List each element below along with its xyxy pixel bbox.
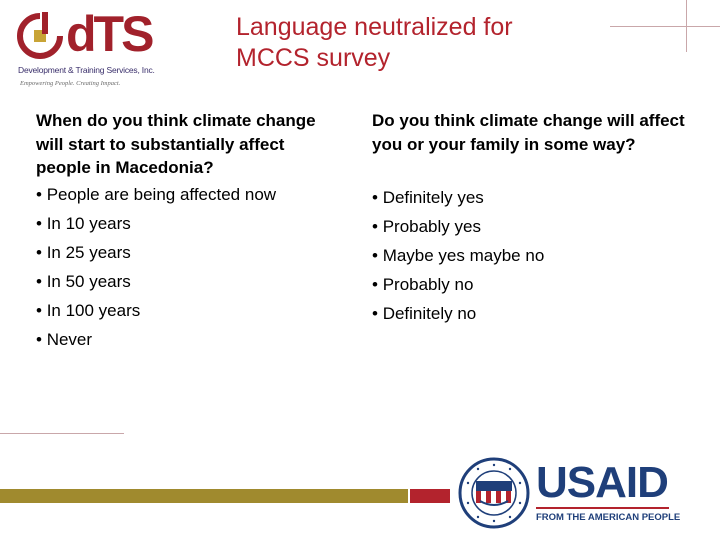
footer-bar-olive (0, 489, 408, 503)
left-option: In 10 years (36, 209, 336, 238)
right-option: Maybe yes maybe no (372, 241, 702, 270)
right-option: Definitely no (372, 299, 702, 328)
decorative-line-top (610, 26, 720, 27)
usaid-red-rule (536, 507, 669, 509)
usaid-seal-icon (458, 457, 530, 529)
slide-title-line1: Language neutralized for (236, 13, 513, 41)
right-option: Definitely yes (372, 183, 702, 212)
dts-logo-tagline: Empowering People. Creating Impact. (20, 80, 121, 87)
right-option: Probably yes (372, 212, 702, 241)
right-question-block: Do you think climate change will affect … (372, 109, 702, 328)
dts-logo-subtitle: Development & Training Services, Inc. (18, 65, 155, 75)
left-option: Never (36, 325, 336, 354)
left-option: In 25 years (36, 238, 336, 267)
left-option: People are being affected now (36, 180, 336, 209)
decorative-line-left (0, 433, 124, 434)
usaid-tagline: FROM THE AMERICAN PEOPLE (536, 512, 681, 523)
usaid-wordmark: USAID (536, 458, 669, 507)
dts-logo-text: dTS (66, 6, 154, 62)
left-option: In 100 years (36, 296, 336, 325)
left-option: In 50 years (36, 267, 336, 296)
slide-title: Language neutralized for MCCS survey (236, 12, 596, 74)
dts-logo-mark-icon (17, 12, 64, 59)
right-option: Probably no (372, 270, 702, 299)
left-question: When do you think climate change will st… (36, 111, 316, 177)
footer-bar-red (410, 489, 450, 503)
decorative-line-vertical (686, 0, 687, 52)
slide-title-line2: MCCS survey (236, 44, 391, 72)
right-question: Do you think climate change will affect … (372, 111, 685, 154)
dts-logo: dTS Development & Training Services, Inc… (14, 6, 204, 98)
left-question-block: When do you think climate change will st… (36, 109, 336, 354)
usaid-logo: USAID FROM THE AMERICAN PEOPLE (456, 455, 696, 535)
right-options-list: Definitely yes Probably yes Maybe yes ma… (372, 183, 702, 328)
left-options-list: People are being affected now In 10 year… (36, 180, 336, 354)
